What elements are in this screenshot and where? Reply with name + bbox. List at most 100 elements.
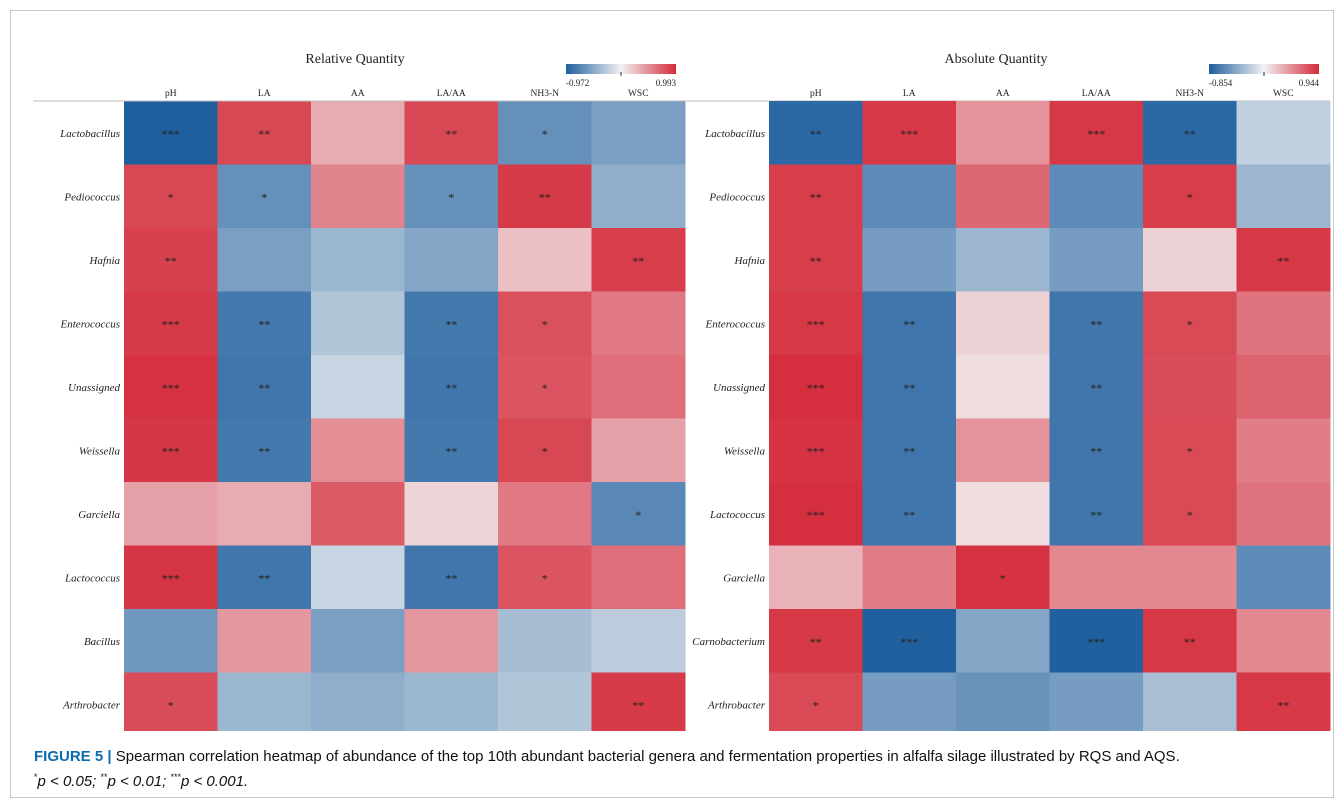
heatmap-cell: [956, 101, 1050, 165]
column-label: pH: [165, 89, 177, 99]
heatmap-cell: [956, 672, 1050, 731]
heatmap-cell: [498, 164, 592, 229]
heatmap-cell: [1049, 101, 1144, 165]
heatmap-cell: [404, 672, 499, 731]
heatmap-cell: [124, 101, 218, 165]
heatmap-cell: [591, 672, 686, 731]
heatmap-cell: [1236, 418, 1331, 483]
row-label: Weissella: [79, 445, 121, 457]
significance-mark: ***: [807, 508, 825, 522]
heatmap-cell: [591, 545, 686, 610]
heatmap-cell: [217, 164, 312, 229]
significance-mark: ***: [162, 571, 180, 585]
heatmap-cell: [769, 609, 863, 673]
heatmap-cell: [404, 545, 499, 610]
heatmap-cell: [217, 101, 312, 165]
heatmap-cell: [1049, 355, 1144, 419]
column-label: LA/AA: [1082, 89, 1111, 99]
significance-mark: **: [445, 317, 457, 331]
significance-mark: **: [810, 190, 822, 204]
significance-mark: **: [1090, 444, 1102, 458]
significance-mark: **: [165, 254, 177, 268]
heatmap-cell: [1236, 291, 1331, 356]
heatmap-cell: [498, 672, 592, 731]
significance-mark: *: [542, 317, 548, 331]
heatmap-cell: [217, 291, 312, 356]
column-label: pH: [810, 89, 822, 99]
significance-mark: **: [258, 571, 270, 585]
heatmap-cell: [769, 545, 863, 610]
significance-mark: ***: [162, 317, 180, 331]
heatmap-cell: [862, 545, 957, 610]
row-label: Garciella: [78, 509, 120, 521]
heatmap-cell: [1143, 672, 1237, 731]
heatmap-cell: [1236, 228, 1331, 292]
sig-star-2: **: [100, 772, 108, 782]
heatmap-cell: [498, 228, 592, 292]
figure-caption: FIGURE 5 | Spearman correlation heatmap …: [34, 746, 1334, 792]
heatmap-cell: [1049, 482, 1144, 546]
row-label: Lactococcus: [64, 572, 120, 584]
sig-text-2: p < 0.01;: [107, 773, 171, 790]
heatmap-cell: [404, 355, 499, 419]
significance-mark: *: [542, 444, 548, 458]
heatmap-cell: [311, 482, 405, 546]
heatmap-cell: [404, 101, 499, 165]
heatmap-cell: [1049, 609, 1144, 673]
column-label: AA: [996, 89, 1010, 99]
heatmap-cell: [124, 672, 218, 731]
colorbar-min-label: -0.854: [1209, 78, 1233, 88]
column-label: NH3-N: [1176, 89, 1205, 99]
significance-mark: *: [448, 190, 454, 204]
heatmap-cell: [956, 228, 1050, 292]
row-label: Pediococcus: [63, 191, 120, 203]
heatmap-cell: [311, 101, 405, 165]
significance-mark: *: [1187, 190, 1193, 204]
heatmap-cell: [1143, 355, 1237, 419]
heatmap-cell: [956, 545, 1050, 610]
heatmap-cell: [862, 482, 957, 546]
column-label: AA: [351, 89, 365, 99]
heatmap-cell: [862, 418, 957, 483]
figure-frame: Relative Quantity -0.972 0.993 pH LA AA LA/AA N…: [10, 10, 1334, 798]
heatmap-cell: [1049, 291, 1144, 356]
significance-mark: *: [168, 698, 174, 712]
significance-mark: **: [445, 444, 457, 458]
sig-text-3: p < 0.001.: [180, 773, 249, 790]
heatmap-cell: [862, 101, 957, 165]
heatmap-cell: [1143, 101, 1237, 165]
heatmap-cell: [498, 609, 592, 673]
heatmap-cell: [1143, 228, 1237, 292]
column-label: LA/AA: [437, 89, 466, 99]
significance-mark: *: [813, 698, 819, 712]
heatmap-cell: [311, 164, 405, 229]
heatmap-cell: [217, 418, 312, 483]
heatmap-cell: [769, 355, 863, 419]
heatmap-cell: [124, 228, 218, 292]
significance-mark: **: [1184, 127, 1196, 141]
significance-mark: **: [632, 254, 644, 268]
significance-mark: **: [258, 317, 270, 331]
significance-mark: **: [1090, 317, 1102, 331]
caption-significance: *p < 0.05; **p < 0.01; ***p < 0.001.: [34, 767, 1334, 792]
row-label: Hafnia: [88, 255, 120, 267]
heatmap-cell: [591, 228, 686, 292]
heatmap-cell: [956, 164, 1050, 229]
heatmap-cell: [1236, 672, 1331, 731]
heatmap-cell: [217, 609, 312, 673]
heatmap-cell: [124, 545, 218, 610]
significance-mark: ***: [162, 444, 180, 458]
heatmap-cell: [404, 291, 499, 356]
row-label: Lactobacillus: [704, 128, 765, 140]
heatmap-cell: [769, 228, 863, 292]
significance-mark: ***: [162, 127, 180, 141]
heatmap-cell: [498, 418, 592, 483]
heatmap-cell: [498, 482, 592, 546]
heatmap-cell: [404, 418, 499, 483]
heatmap-cell: [311, 609, 405, 673]
heatmap-cell: [311, 291, 405, 356]
heatmap-cell: [1143, 164, 1237, 229]
significance-mark: **: [903, 444, 915, 458]
colorbar-min-label: -0.972: [566, 78, 589, 88]
heatmap-cell: [1236, 101, 1331, 165]
